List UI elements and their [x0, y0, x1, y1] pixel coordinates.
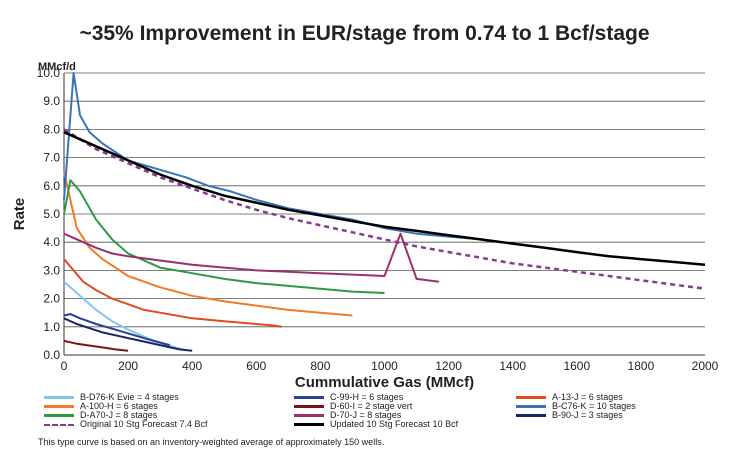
legend-item: Original 10 Stg Forecast 7.4 Bcf	[44, 419, 208, 429]
y-tick-label: 5.0	[43, 207, 60, 221]
legend-swatch	[44, 396, 74, 400]
legend-item: Updated 10 Stg Forecast 10 Bcf	[294, 419, 458, 429]
legend-swatch	[44, 414, 74, 418]
legend-label: A-100-H = 6 stages	[80, 401, 158, 411]
x-tick-label: 1600	[563, 359, 590, 373]
legend-item: B-C76-K = 10 stages	[516, 401, 636, 411]
x-tick-label: 800	[310, 359, 330, 373]
y-tick-label: 0.0	[43, 348, 60, 362]
legend-label: Original 10 Stg Forecast 7.4 Bcf	[80, 419, 208, 429]
legend-item: A-13-J = 6 stages	[516, 392, 623, 402]
x-tick-label: 1200	[435, 359, 462, 373]
x-tick-label: 2000	[692, 359, 719, 373]
series-line-a-100-h-6-stages	[63, 171, 353, 317]
legend-item: C-99-H = 6 stages	[294, 392, 403, 402]
x-tick-label: 600	[246, 359, 266, 373]
legend-label: D-A70-J = 8 stages	[80, 410, 158, 420]
x-tick-label: 200	[118, 359, 138, 373]
y-tick-label: 6.0	[43, 179, 60, 193]
legend-item: B-90-J = 3 stages	[516, 410, 623, 420]
legend-label: B-C76-K = 10 stages	[552, 401, 636, 411]
y-tick-label: 3.0	[43, 263, 60, 277]
series-line-c-99-h-6-stages	[63, 313, 171, 347]
legend-swatch	[294, 396, 324, 400]
y-tick-label: 2.0	[43, 292, 60, 306]
legend-label: B-D76-K Evie = 4 stages	[80, 392, 179, 402]
y-tick-label: 10.0	[37, 66, 61, 80]
y-tick-label: 9.0	[43, 94, 60, 108]
chart-plot: 0.0 1.0 2.0 3.0 4.0 5.0 6.0 7.0 8.0 9.0 10.0 0 200 40…	[11, 61, 719, 391]
legend-item: B-D76-K Evie = 4 stages	[44, 392, 179, 402]
legend-swatch	[44, 423, 74, 426]
legend-label: A-13-J = 6 stages	[552, 392, 623, 402]
x-tick-label: 0	[61, 359, 68, 373]
legend-swatch	[294, 414, 324, 418]
series-line-b-90-j-3-stages	[63, 317, 193, 352]
legend-swatch	[294, 405, 324, 409]
legend-swatch	[516, 414, 546, 418]
series-line-original-10-stg-forecast-7-4-bcf	[63, 128, 706, 290]
y-unit-label: MMcf/d	[38, 61, 76, 73]
x-tick-label: 400	[182, 359, 202, 373]
y-tick-label: 4.0	[43, 235, 60, 249]
series-line-d-70-j-8-stages	[63, 232, 440, 283]
legend-swatch	[516, 405, 546, 409]
legend-item: D-70-J = 8 stages	[294, 410, 401, 420]
legend-swatch	[516, 396, 546, 400]
series-line-d-60-i-2-stage-vert	[63, 339, 129, 352]
x-tick-label: 1400	[499, 359, 526, 373]
series-line-updated-10-stg-forecast-10-bcf	[63, 131, 706, 267]
y-tick-label: 8.0	[43, 122, 60, 136]
legend-label: C-99-H = 6 stages	[330, 392, 404, 402]
series-line-b-d76-k-evie-4-stages	[63, 280, 183, 351]
series-line-b-c76-k-10-stages	[63, 72, 494, 244]
x-tick-label: 1000	[371, 359, 398, 373]
legend-swatch	[44, 405, 74, 409]
legend-item: D-A70-J = 8 stages	[44, 410, 157, 420]
series-line-d-a70-j-8-stages	[63, 179, 385, 294]
legend-label: D-70-J = 8 stages	[330, 410, 402, 420]
legend-label: Updated 10 Stg Forecast 10 Bcf	[330, 419, 459, 429]
y-tick-label: 7.0	[43, 151, 60, 165]
x-tick-label: 1800	[628, 359, 655, 373]
legend-item: A-100-H = 6 stages	[44, 401, 158, 411]
legend-label: B-90-J = 3 stages	[552, 410, 623, 420]
y-axis-title: Rate	[11, 198, 28, 231]
x-axis-title: Cummulative Gas (MMcf)	[295, 374, 474, 391]
chart-title: ~35% Improvement in EUR/stage from 0.74 …	[79, 22, 650, 45]
legend-swatch	[294, 423, 324, 427]
footnote: This type curve is based on an inventory…	[38, 437, 385, 447]
legend-item: D-60-I = 2 stage vert	[294, 401, 412, 411]
series-line-a-13-j-6-stages	[63, 258, 283, 328]
legend-label: D-60-I = 2 stage vert	[330, 401, 413, 411]
y-tick-label: 1.0	[43, 320, 60, 334]
